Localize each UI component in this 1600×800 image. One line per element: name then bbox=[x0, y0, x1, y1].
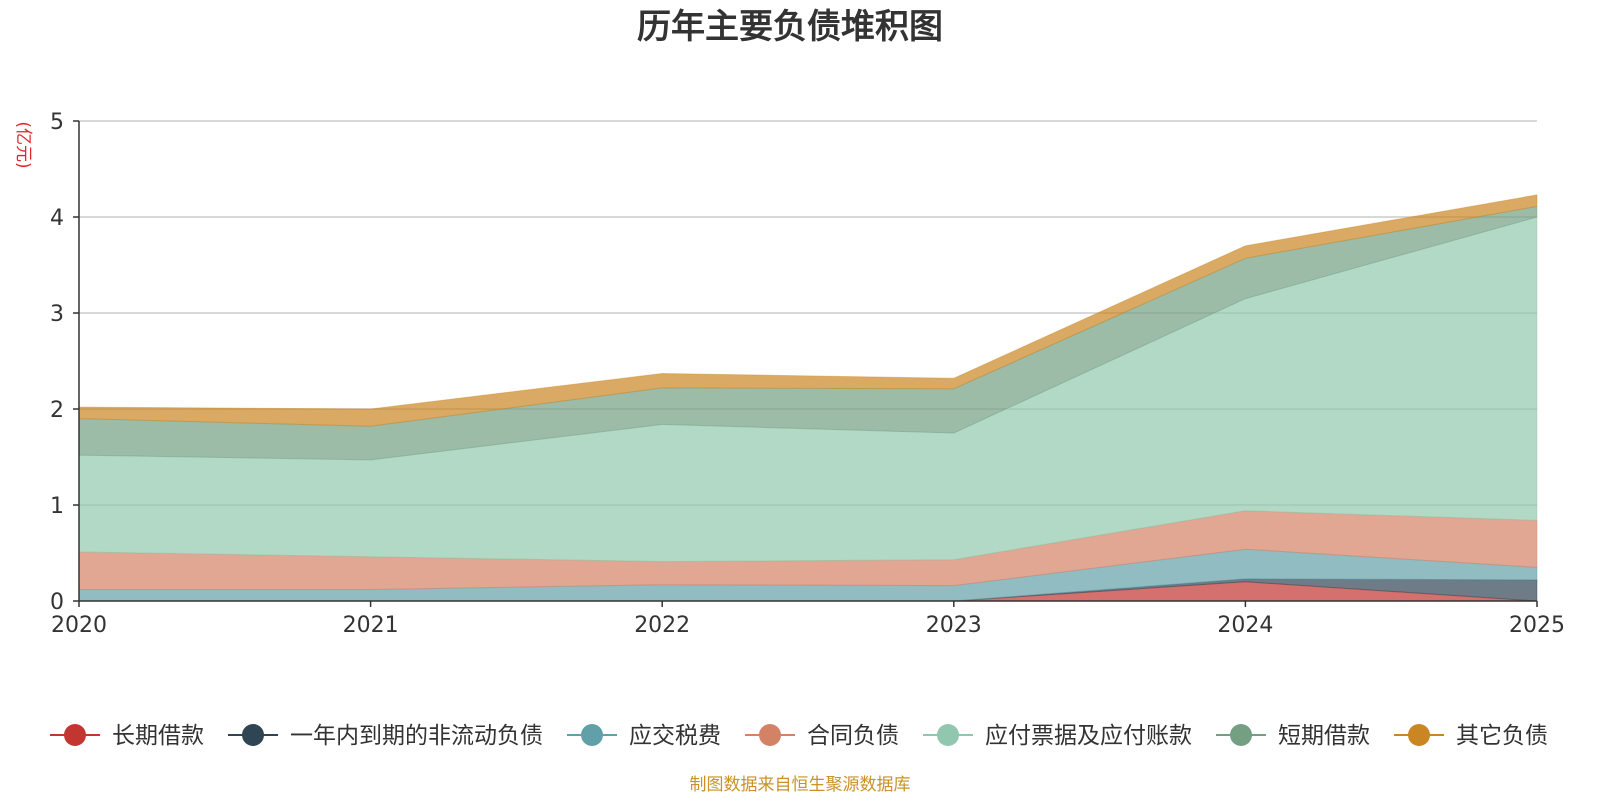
x-tick-label: 2021 bbox=[343, 613, 399, 638]
y-tick-label: 1 bbox=[50, 494, 64, 519]
legend-marker-icon bbox=[242, 724, 264, 746]
y-tick-label: 4 bbox=[50, 206, 64, 231]
legend-item-3[interactable]: 应交税费 bbox=[567, 723, 721, 749]
source-note: 制图数据来自恒生聚源数据库 bbox=[690, 775, 911, 795]
y-tick-label: 3 bbox=[50, 302, 64, 327]
legend-item-4[interactable]: 合同负债 bbox=[745, 723, 899, 749]
legend-item-5[interactable]: 应付票据及应付账款 bbox=[923, 723, 1192, 749]
y-tick-label: 0 bbox=[50, 590, 64, 615]
x-axis-ticks: 2020 2021 2022 2023 2024 2025 bbox=[51, 601, 1565, 638]
legend-label: 短期借款 bbox=[1278, 723, 1370, 749]
area-series bbox=[78, 194, 1538, 602]
legend-item-2[interactable]: 一年内到期的非流动负债 bbox=[228, 723, 543, 749]
legend-marker-icon bbox=[759, 724, 781, 746]
legend-label: 应付票据及应付账款 bbox=[985, 723, 1192, 749]
legend: 长期借款 一年内到期的非流动负债 应交税费 合同负债 应付票据及应付账款 短期借款 其它负债 bbox=[50, 723, 1548, 749]
legend-marker-icon bbox=[581, 724, 603, 746]
legend-label: 其它负债 bbox=[1456, 723, 1548, 749]
legend-marker-icon bbox=[64, 724, 86, 746]
x-tick-label: 2022 bbox=[634, 613, 690, 638]
legend-marker-icon bbox=[937, 724, 959, 746]
x-tick-label: 2020 bbox=[51, 613, 107, 638]
legend-label: 长期借款 bbox=[112, 723, 204, 749]
x-tick-label: 2024 bbox=[1217, 613, 1273, 638]
y-tick-label: 2 bbox=[50, 398, 64, 423]
legend-item-1[interactable]: 长期借款 bbox=[50, 723, 204, 749]
legend-item-7[interactable]: 其它负债 bbox=[1394, 723, 1548, 749]
legend-label: 一年内到期的非流动负债 bbox=[290, 723, 543, 749]
area-series-7 bbox=[78, 194, 1538, 427]
x-tick-label: 2025 bbox=[1509, 613, 1565, 638]
y-axis-unit-label: (亿元) bbox=[13, 121, 33, 168]
legend-label: 应交税费 bbox=[629, 723, 721, 749]
chart-title: 历年主要负债堆积图 bbox=[637, 7, 943, 47]
legend-item-6[interactable]: 短期借款 bbox=[1216, 723, 1370, 749]
legend-marker-icon bbox=[1230, 724, 1252, 746]
axes bbox=[78, 121, 1537, 602]
y-tick-label: 5 bbox=[50, 110, 64, 135]
x-tick-label: 2023 bbox=[926, 613, 982, 638]
legend-label: 合同负债 bbox=[807, 723, 899, 749]
y-axis-ticks: 0 1 2 3 4 5 bbox=[50, 110, 79, 615]
legend-marker-icon bbox=[1408, 724, 1430, 746]
